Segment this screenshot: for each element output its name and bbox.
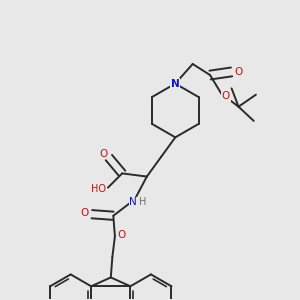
Text: O: O <box>99 149 107 159</box>
Text: O: O <box>118 230 126 240</box>
Text: N: N <box>129 197 137 208</box>
Text: O: O <box>81 208 89 218</box>
Text: O: O <box>222 91 230 101</box>
Text: H: H <box>139 197 146 208</box>
Text: HO: HO <box>91 184 106 194</box>
Text: O: O <box>234 67 243 77</box>
Text: N: N <box>171 79 180 88</box>
